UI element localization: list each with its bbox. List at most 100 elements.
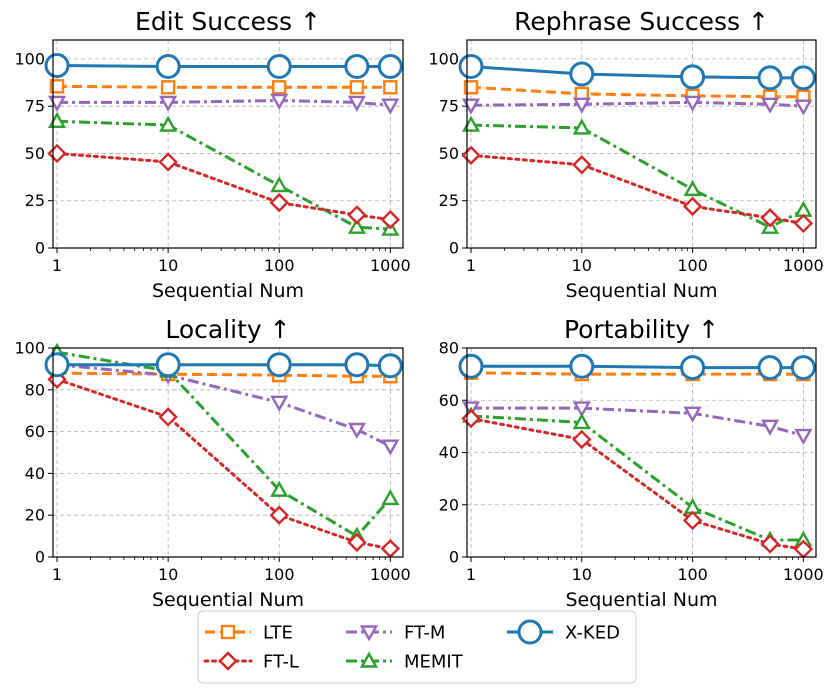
series-line-ft-l (55, 377, 392, 551)
legend-label: LTE (263, 623, 293, 644)
data-point-lte (272, 80, 287, 95)
data-point-x-ked (757, 355, 783, 381)
y-tick-label: 100 (428, 49, 459, 68)
y-tick-label: 0 (449, 239, 459, 258)
data-point-lte (383, 80, 398, 95)
legend-item-x-ked: X-KED (507, 619, 620, 645)
series-line-ft-l (469, 417, 805, 551)
data-point-ft-m (760, 97, 780, 114)
data-point-x-ked (680, 355, 706, 381)
plot-frame (52, 39, 404, 249)
data-point-ft-l (461, 145, 481, 166)
x-tick-label: 10 (572, 256, 592, 275)
data-point-lte (49, 79, 65, 94)
data-point-lte (349, 80, 365, 95)
diamond-icon (218, 651, 238, 671)
triangle-up-icon (359, 651, 379, 668)
data-point-memit (683, 179, 702, 197)
legend-item-ft-l: FT-L (203, 651, 299, 673)
data-point-ft-l (572, 429, 592, 450)
legend: LTE FT-L FT-M MEMIT X-KED (197, 610, 637, 684)
series-ft-m (461, 95, 813, 116)
series-line-ft-m (57, 99, 391, 107)
x-tick-label: 100 (677, 565, 708, 584)
y-tick-label: 0 (35, 239, 45, 258)
y-tick-label: 0 (449, 548, 459, 567)
data-point-x-ked (757, 65, 783, 91)
data-point-ft-l (158, 407, 178, 427)
x-axis-label: Sequential Num (565, 589, 717, 611)
data-point-ft-l (47, 143, 67, 164)
y-tick-label: 100 (14, 339, 45, 358)
data-point-ft-m (270, 93, 289, 110)
x-tick-label: 1000 (783, 565, 824, 584)
series-ft-l (47, 369, 401, 559)
data-point-memit (270, 480, 289, 497)
data-point-ft-l (347, 205, 367, 225)
series-line-ft-m (470, 100, 804, 108)
circle-icon (517, 619, 543, 645)
y-tick-label: 40 (25, 464, 45, 483)
data-point-lte (463, 80, 479, 95)
y-tick-label: 75 (439, 97, 459, 116)
data-point-ft-l (380, 538, 401, 559)
x-tick-label: 100 (264, 256, 295, 275)
x-axis-label: Sequential Num (152, 280, 304, 302)
series-ft-m (47, 93, 400, 115)
panel-locality: 0 20 40 60 80 100 1 10 100 1000 Locality ↑ Sequenti… (14, 315, 410, 611)
x-tick-label: 100 (677, 256, 708, 275)
panel-title: Locality ↑ (165, 315, 290, 344)
series-ft-l (461, 145, 814, 234)
series-line-memit (470, 123, 805, 229)
triangle-down-icon (359, 625, 379, 642)
series-line-ft-m (471, 406, 804, 437)
x-tick-label: 10 (158, 256, 178, 275)
series-memit (461, 115, 813, 234)
panel-portability: 0 20 40 60 80 1 10 100 1000 Portability ↑ Sequenti… (439, 315, 824, 611)
legend-label: FT-L (263, 652, 299, 673)
legend-label: X-KED (565, 623, 620, 644)
data-point-memit (270, 176, 289, 193)
data-point-memit (572, 118, 591, 135)
y-tick-label: 20 (25, 506, 45, 525)
data-point-ft-m (381, 439, 400, 456)
data-point-memit (159, 115, 178, 132)
plot-frame (466, 39, 817, 249)
data-point-ft-m (381, 98, 400, 115)
x-tick-label: 10 (572, 565, 592, 584)
series-ft-m (461, 401, 813, 445)
series-lte (463, 80, 811, 104)
y-tick-label: 60 (25, 422, 45, 441)
data-point-memit (381, 489, 400, 506)
x-tick-label: 1000 (370, 256, 411, 275)
series-lte (49, 79, 398, 95)
data-point-x-ked (266, 352, 292, 378)
x-tick-label: 1 (52, 256, 62, 275)
data-point-ft-m (159, 95, 178, 112)
legend-item-ft-m: FT-M (346, 623, 445, 644)
series-x-ked (44, 352, 403, 379)
series-line-x-ked (471, 364, 804, 370)
series-x-ked (458, 53, 816, 91)
data-point-x-ked (458, 53, 484, 79)
x-tick-label: 100 (264, 565, 295, 584)
y-tick-label: 80 (439, 339, 459, 358)
series-line-lte (470, 371, 804, 376)
y-tick-label: 80 (25, 380, 45, 399)
x-axis-label: Sequential Num (565, 280, 717, 302)
data-point-ft-m (347, 95, 366, 112)
series-ft-l (47, 143, 401, 230)
series-line-ft-m (56, 363, 392, 448)
plot-frame (52, 347, 404, 558)
series-ft-l (461, 408, 814, 559)
y-tick-label: 40 (439, 443, 459, 462)
data-point-ft-l (347, 532, 367, 553)
series-line-ft-l (55, 151, 392, 222)
data-point-ft-l (269, 192, 289, 213)
panel-title: Edit Success ↑ (135, 7, 321, 36)
series-line-lte (470, 85, 804, 99)
data-point-ft-l (793, 213, 814, 234)
panel-rephrase-success: 0 25 50 75 100 1 10 100 1000 Rephrase Success ↑ Se… (428, 7, 823, 302)
data-point-x-ked (44, 53, 70, 79)
